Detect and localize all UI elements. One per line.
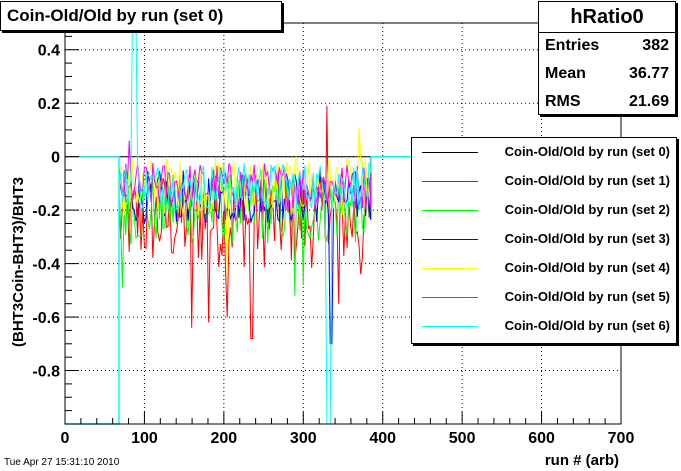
stats-title: hRatio0 bbox=[539, 2, 675, 33]
x-axis-label: run # (arb) bbox=[545, 452, 619, 469]
legend-swatch bbox=[422, 181, 478, 182]
stats-box: hRatio0 Entries 382 Mean 36.77 RMS 21.69 bbox=[538, 1, 676, 115]
y-tick-label: 0 bbox=[51, 150, 60, 167]
y-tick-label: 0.2 bbox=[38, 96, 60, 113]
x-tick-label: 500 bbox=[449, 430, 476, 447]
legend-entry: Coin-Old/Old by run (set 5) bbox=[412, 283, 676, 312]
x-tick-label: 300 bbox=[290, 430, 317, 447]
legend-label: Coin-Old/Old by run (set 1) bbox=[504, 173, 670, 188]
chart-title: Coin-Old/Old by run (set 0) bbox=[7, 6, 224, 25]
stats-label: RMS bbox=[545, 93, 581, 110]
legend-entry: Coin-Old/Old by run (set 6) bbox=[412, 312, 676, 341]
x-tick-label: 700 bbox=[608, 430, 635, 447]
stats-value: 382 bbox=[642, 37, 669, 54]
x-tick-label: 100 bbox=[131, 430, 158, 447]
legend: Coin-Old/Old by run (set 0) Coin-Old/Old… bbox=[411, 137, 677, 344]
x-tick-label: 0 bbox=[61, 430, 70, 447]
legend-entry: Coin-Old/Old by run (set 0) bbox=[412, 138, 676, 167]
legend-label: Coin-Old/Old by run (set 6) bbox=[504, 318, 670, 333]
x-tick-label: 400 bbox=[369, 430, 396, 447]
legend-label: Coin-Old/Old by run (set 3) bbox=[504, 231, 670, 246]
y-tick-label: -0.6 bbox=[32, 310, 60, 327]
y-tick-label: -0.4 bbox=[32, 257, 60, 274]
series-line-1 bbox=[65, 105, 621, 339]
legend-swatch bbox=[422, 239, 478, 240]
legend-swatch bbox=[422, 326, 478, 327]
stats-value: 21.69 bbox=[628, 93, 669, 110]
x-tick-label: 600 bbox=[528, 430, 555, 447]
y-tick-label: 0.4 bbox=[38, 43, 60, 60]
title-box: Coin-Old/Old by run (set 0) bbox=[0, 1, 282, 31]
legend-swatch bbox=[422, 268, 478, 269]
legend-label: Coin-Old/Old by run (set 2) bbox=[504, 202, 670, 217]
legend-label: Coin-Old/Old by run (set 0) bbox=[504, 144, 670, 159]
series-layer bbox=[65, 23, 621, 425]
legend-label: Coin-Old/Old by run (set 5) bbox=[504, 289, 670, 304]
stats-row-mean: Mean 36.77 bbox=[545, 61, 669, 87]
stats-label: Entries bbox=[545, 37, 600, 54]
series-line-6 bbox=[65, 23, 621, 424]
legend-swatch bbox=[422, 152, 478, 153]
stats-value: 36.77 bbox=[628, 65, 669, 82]
axis-layer: 0 100 200 300 400 500 600 700 -0.8 -0.6 -0.4 -0.2 0 0… bbox=[32, 22, 635, 447]
legend-swatch bbox=[422, 210, 478, 211]
legend-entry: Coin-Old/Old by run (set 3) bbox=[412, 225, 676, 254]
stats-label: Mean bbox=[545, 65, 586, 82]
legend-entry: Coin-Old/Old by run (set 4) bbox=[412, 254, 676, 283]
legend-entry: Coin-Old/Old by run (set 2) bbox=[412, 196, 676, 225]
date-stamp: Tue Apr 27 15:31:10 2010 bbox=[4, 457, 120, 468]
legend-entry: Coin-Old/Old by run (set 1) bbox=[412, 167, 676, 196]
x-tick-label: 200 bbox=[211, 430, 238, 447]
legend-label: Coin-Old/Old by run (set 4) bbox=[504, 260, 670, 275]
legend-swatch bbox=[422, 297, 478, 298]
stats-row-rms: RMS 21.69 bbox=[545, 89, 669, 115]
y-axis-label: (BHT3Coin-BHT3)/BHT3 bbox=[10, 177, 27, 347]
y-tick-label: -0.8 bbox=[32, 364, 60, 381]
stats-row-entries: Entries 382 bbox=[545, 33, 669, 59]
y-tick-label: -0.2 bbox=[32, 203, 60, 220]
